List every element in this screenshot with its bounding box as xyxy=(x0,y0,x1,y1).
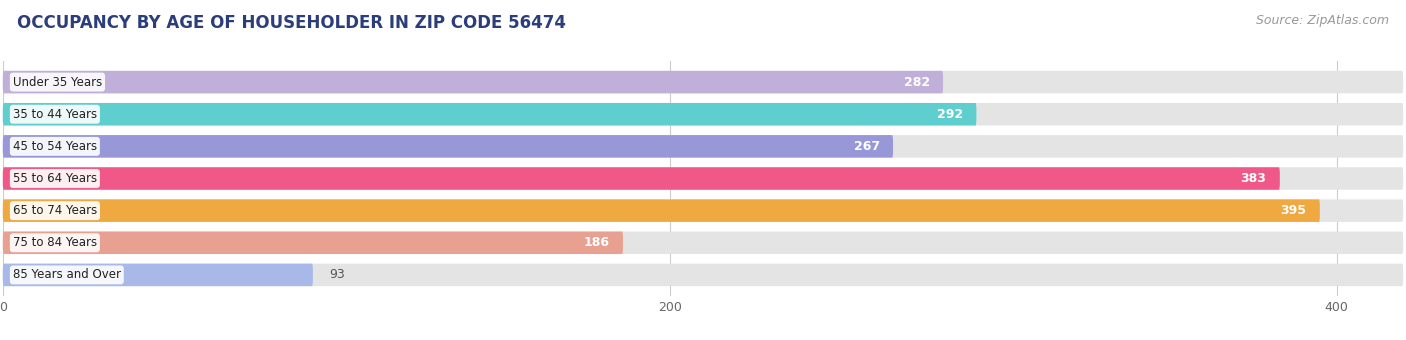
Text: 75 to 84 Years: 75 to 84 Years xyxy=(13,236,97,249)
FancyBboxPatch shape xyxy=(3,264,314,286)
Text: 45 to 54 Years: 45 to 54 Years xyxy=(13,140,97,153)
Text: 395: 395 xyxy=(1281,204,1306,217)
FancyBboxPatch shape xyxy=(3,167,1279,190)
Text: Source: ZipAtlas.com: Source: ZipAtlas.com xyxy=(1256,14,1389,27)
FancyBboxPatch shape xyxy=(3,103,1403,125)
Text: 383: 383 xyxy=(1240,172,1267,185)
FancyBboxPatch shape xyxy=(3,199,1320,222)
FancyBboxPatch shape xyxy=(3,167,1403,190)
Text: OCCUPANCY BY AGE OF HOUSEHOLDER IN ZIP CODE 56474: OCCUPANCY BY AGE OF HOUSEHOLDER IN ZIP C… xyxy=(17,14,565,32)
Text: 292: 292 xyxy=(936,108,963,121)
Text: 85 Years and Over: 85 Years and Over xyxy=(13,268,121,282)
Text: 93: 93 xyxy=(329,268,346,282)
Text: 35 to 44 Years: 35 to 44 Years xyxy=(13,108,97,121)
FancyBboxPatch shape xyxy=(3,71,943,94)
Text: 55 to 64 Years: 55 to 64 Years xyxy=(13,172,97,185)
Text: 65 to 74 Years: 65 to 74 Years xyxy=(13,204,97,217)
Text: 267: 267 xyxy=(853,140,880,153)
FancyBboxPatch shape xyxy=(3,199,1403,222)
FancyBboxPatch shape xyxy=(3,232,1403,254)
Text: 186: 186 xyxy=(583,236,610,249)
Text: 282: 282 xyxy=(904,75,929,89)
FancyBboxPatch shape xyxy=(3,264,1403,286)
FancyBboxPatch shape xyxy=(3,135,1403,158)
FancyBboxPatch shape xyxy=(3,232,623,254)
FancyBboxPatch shape xyxy=(3,135,893,158)
FancyBboxPatch shape xyxy=(3,71,1403,94)
FancyBboxPatch shape xyxy=(3,103,976,125)
Text: Under 35 Years: Under 35 Years xyxy=(13,75,103,89)
